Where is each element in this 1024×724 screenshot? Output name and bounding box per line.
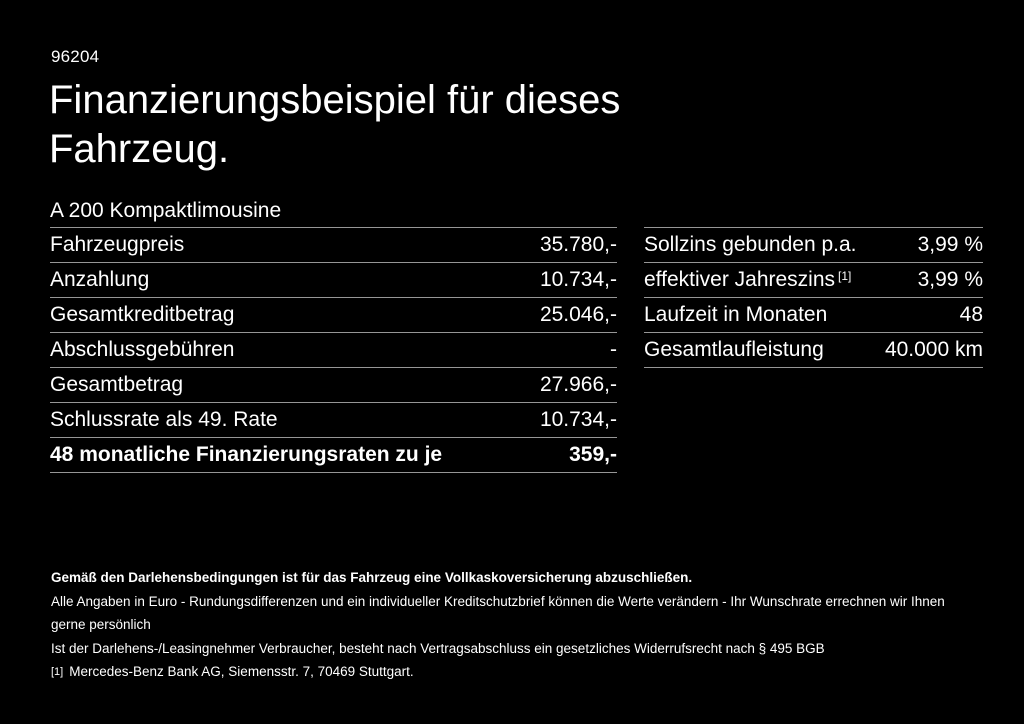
condition-row-effektivzins: effektiver Jahreszins [1] 3,99 % — [644, 262, 983, 297]
row-value: 10.734,- — [539, 268, 617, 291]
row-value: 10.734,- — [539, 408, 617, 431]
row-value: 48 — [959, 303, 983, 326]
footnote-marker: [1] — [51, 666, 64, 679]
row-value: 3,99 % — [917, 268, 983, 291]
row-value: 40.000 km — [884, 338, 983, 361]
row-value: 3,99 % — [917, 233, 983, 256]
row-label: effektiver Jahreszins [1] — [644, 268, 852, 291]
finance-row-gesamtbetrag: Gesamtbetrag 27.966,- — [50, 367, 617, 402]
finance-row-anzahlung: Anzahlung 10.734,- — [50, 262, 617, 297]
row-label: Gesamtkreditbetrag — [50, 303, 235, 326]
conditions-table: Sollzins gebunden p.a. 3,99 % effektiver… — [644, 227, 983, 368]
disclaimer-line-1: Alle Angaben in Euro - Rundungsdifferenz… — [51, 593, 945, 633]
finance-row-fahrzeugpreis: Fahrzeugpreis 35.780,- — [50, 227, 617, 262]
footnote-text: Mercedes-Benz Bank AG, Siemensstr. 7, 70… — [69, 664, 414, 680]
row-label: Schlussrate als 49. Rate — [50, 408, 278, 431]
row-value: 27.966,- — [539, 373, 617, 396]
finance-row-abschlussgebuehren: Abschlussgebühren - — [50, 332, 617, 367]
condition-row-gesamtlaufleistung: Gesamtlaufleistung 40.000 km — [644, 332, 983, 368]
row-value: 25.046,- — [539, 303, 617, 326]
row-label: Laufzeit in Monaten — [644, 303, 828, 326]
row-label: Anzahlung — [50, 268, 150, 291]
row-label: Gesamtbetrag — [50, 373, 184, 396]
row-label: Sollzins gebunden p.a. — [644, 233, 857, 256]
row-value: - — [610, 338, 617, 361]
row-label: Abschlussgebühren — [50, 338, 235, 361]
vehicle-model-subtitle: A 200 Kompaktlimousine — [50, 199, 282, 222]
finance-table: Fahrzeugpreis 35.780,- Anzahlung 10.734,… — [50, 227, 617, 473]
row-label: Gesamtlaufleistung — [644, 338, 824, 361]
disclaimer-footer: Gemäß den Darlehensbedingungen ist für d… — [51, 566, 981, 686]
finance-row-schlussrate: Schlussrate als 49. Rate 10.734,- — [50, 402, 617, 437]
condition-row-sollzins: Sollzins gebunden p.a. 3,99 % — [644, 227, 983, 262]
page-title: Finanzierungsbeispiel für dieses Fahrzeu… — [49, 78, 621, 171]
page-code: 96204 — [51, 47, 100, 66]
condition-row-laufzeit: Laufzeit in Monaten 48 — [644, 297, 983, 332]
row-value: 35.780,- — [539, 233, 617, 256]
row-label: Fahrzeugpreis — [50, 233, 185, 256]
disclaimer-bold-line: Gemäß den Darlehensbedingungen ist für d… — [51, 570, 693, 585]
footnote-ref: [1] — [838, 269, 852, 283]
footnote-line: [1] Mercedes-Benz Bank AG, Siemensstr. 7,… — [51, 660, 981, 686]
finance-row-monatsrate: 48 monatliche Finanzierungsraten zu je 3… — [50, 437, 617, 473]
finance-row-gesamtkreditbetrag: Gesamtkreditbetrag 25.046,- — [50, 297, 617, 332]
row-label: 48 monatliche Finanzierungsraten zu je — [50, 443, 443, 466]
row-value: 359,- — [569, 443, 617, 466]
disclaimer-line-2: Ist der Darlehens-/Leasingnehmer Verbrau… — [51, 640, 825, 656]
